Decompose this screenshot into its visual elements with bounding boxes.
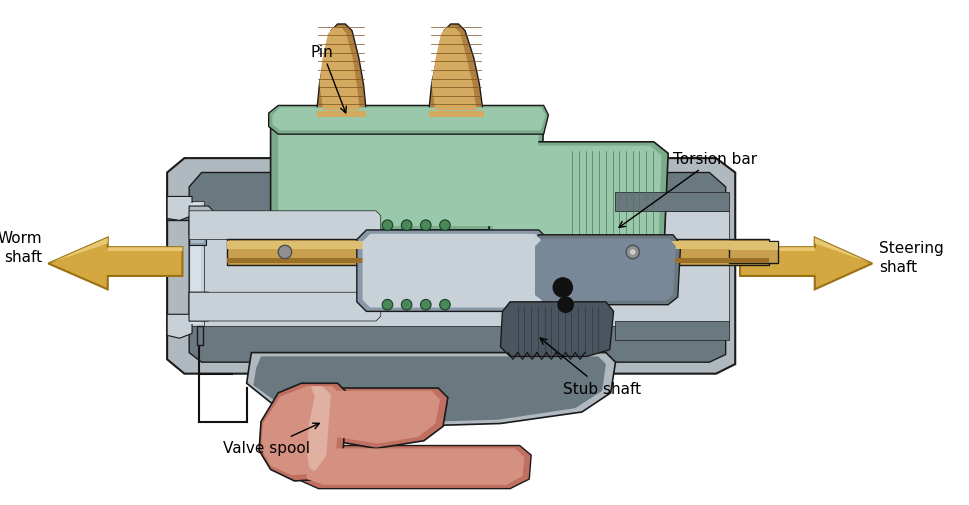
Polygon shape [428,25,484,114]
Polygon shape [531,235,680,305]
Text: Steering
shaft: Steering shaft [879,240,944,274]
Polygon shape [299,445,531,489]
Polygon shape [535,239,675,301]
Bar [167,200,191,212]
Polygon shape [493,146,662,273]
Polygon shape [189,293,381,321]
Polygon shape [189,207,213,235]
Polygon shape [189,293,213,321]
Bar [197,326,203,345]
Bar [426,110,486,120]
Polygon shape [278,118,539,227]
Bar [729,241,778,264]
Polygon shape [615,192,729,212]
Bar [228,241,768,249]
Bar [315,110,368,120]
Polygon shape [167,159,735,374]
Bar [317,112,366,118]
Text: Valve spool: Valve spool [223,423,320,456]
Polygon shape [167,315,192,338]
Polygon shape [261,386,340,475]
Bar [729,243,778,250]
Polygon shape [259,383,347,481]
Circle shape [558,297,574,313]
Polygon shape [740,238,872,290]
Polygon shape [167,197,192,221]
Bar [167,320,189,329]
Circle shape [421,300,431,311]
Bar [228,258,768,264]
Circle shape [440,300,451,311]
Polygon shape [272,108,546,131]
Circle shape [626,246,640,259]
Text: Torsion bar: Torsion bar [619,152,757,228]
Polygon shape [362,234,543,308]
Polygon shape [48,238,182,264]
Polygon shape [615,321,729,340]
Polygon shape [253,357,606,423]
Polygon shape [301,388,448,448]
Polygon shape [48,238,182,290]
Polygon shape [740,238,872,264]
Polygon shape [307,391,440,444]
Circle shape [382,300,392,311]
Text: Stub shaft: Stub shaft [541,338,641,396]
Circle shape [278,246,292,259]
Bar [191,221,204,244]
Circle shape [440,221,451,231]
Text: Pin: Pin [311,44,346,114]
Bar [191,204,201,324]
Bar [189,202,203,326]
Polygon shape [501,302,613,357]
Bar [428,112,484,118]
Circle shape [401,221,412,231]
Circle shape [630,249,636,256]
Polygon shape [189,212,381,240]
Polygon shape [268,106,548,135]
Circle shape [421,221,431,231]
Polygon shape [320,28,359,111]
Polygon shape [307,386,331,472]
Polygon shape [305,448,524,485]
Polygon shape [317,25,366,114]
Circle shape [401,300,412,311]
Text: Worm
shaft: Worm shaft [0,231,43,265]
Polygon shape [357,230,548,312]
Polygon shape [247,353,615,427]
Polygon shape [189,212,729,326]
Bar [228,239,768,266]
Bar [167,212,189,221]
Polygon shape [489,142,669,271]
Polygon shape [189,173,726,363]
Circle shape [382,221,392,231]
Circle shape [553,278,573,297]
Bar [167,320,191,331]
Polygon shape [270,114,544,230]
Bar [189,219,206,246]
Polygon shape [431,28,477,111]
